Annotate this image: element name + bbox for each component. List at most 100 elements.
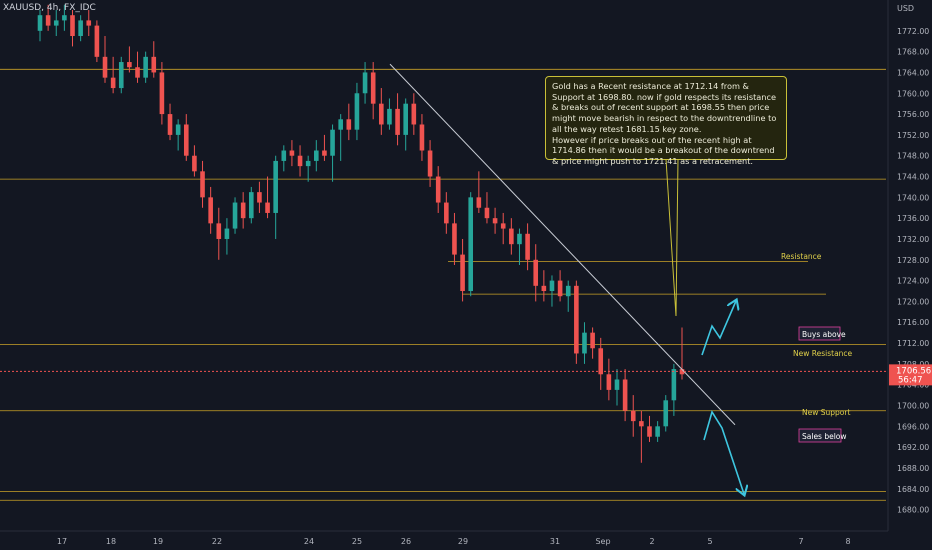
candle[interactable]	[159, 62, 165, 125]
candle[interactable]	[143, 51, 148, 83]
candle[interactable]	[216, 207, 222, 260]
candle[interactable]	[655, 421, 660, 442]
candle[interactable]	[444, 192, 449, 234]
candle[interactable]	[606, 358, 612, 401]
candle[interactable]	[541, 270, 547, 302]
candle[interactable]	[110, 56, 116, 94]
downtrend-line[interactable]	[389, 63, 736, 426]
candle[interactable]	[102, 36, 108, 83]
candle[interactable]	[135, 51, 140, 83]
candle[interactable]	[289, 140, 295, 167]
bearish-projection-arrow[interactable]	[703, 410, 744, 494]
candle[interactable]	[557, 270, 563, 302]
candle[interactable]	[671, 363, 677, 416]
candle[interactable]	[468, 192, 474, 297]
candle[interactable]	[37, 10, 43, 42]
sales-below-badge[interactable]	[798, 428, 842, 443]
candle[interactable]	[45, 4, 51, 31]
candle[interactable]	[248, 186, 254, 224]
candle[interactable]	[411, 93, 417, 135]
candle[interactable]	[257, 181, 262, 213]
candle[interactable]	[622, 369, 628, 422]
candle[interactable]	[314, 140, 319, 172]
candle[interactable]	[232, 197, 238, 234]
candle[interactable]	[419, 114, 425, 161]
candle[interactable]	[379, 88, 384, 135]
candle[interactable]	[330, 124, 335, 182]
candle[interactable]	[167, 103, 173, 141]
candle[interactable]	[53, 10, 59, 37]
candle[interactable]	[151, 41, 157, 78]
candle[interactable]	[387, 98, 392, 130]
price-tag-value: 1706.56	[896, 366, 931, 376]
candle[interactable]	[549, 275, 555, 307]
candle-body	[639, 421, 644, 427]
candle[interactable]	[70, 10, 75, 47]
candle[interactable]	[452, 212, 457, 265]
candle[interactable]	[224, 218, 230, 255]
candle[interactable]	[78, 15, 83, 42]
analysis-callout[interactable]: Gold has a Recent resistance at 1712.14 …	[545, 76, 787, 166]
candle[interactable]	[94, 20, 100, 63]
candle[interactable]	[183, 114, 189, 161]
candle[interactable]	[86, 10, 92, 37]
candle[interactable]	[647, 415, 652, 442]
resistance-label: Resistance	[781, 252, 822, 261]
candle-body	[151, 56, 157, 73]
candle[interactable]	[565, 280, 571, 312]
candle[interactable]	[354, 82, 360, 141]
candle[interactable]	[525, 223, 530, 271]
candle-body	[411, 103, 417, 125]
candle[interactable]	[208, 186, 213, 234]
candle[interactable]	[590, 327, 595, 359]
candle[interactable]	[598, 337, 604, 390]
candle[interactable]	[435, 166, 441, 213]
candle[interactable]	[460, 238, 465, 302]
candle[interactable]	[370, 62, 376, 120]
candle[interactable]	[476, 171, 482, 213]
candle[interactable]	[265, 176, 270, 219]
candle[interactable]	[175, 119, 181, 151]
candle[interactable]	[362, 62, 368, 104]
candle[interactable]	[240, 192, 246, 229]
candle[interactable]	[346, 103, 352, 141]
candle[interactable]	[305, 155, 311, 182]
candle[interactable]	[322, 134, 327, 161]
candle[interactable]	[509, 218, 514, 255]
candle[interactable]	[517, 228, 522, 265]
candle-body	[62, 15, 67, 21]
price-tick-label: 1752.00	[897, 131, 929, 140]
candle[interactable]	[200, 160, 205, 208]
candle-body	[102, 56, 108, 78]
candle[interactable]	[281, 145, 287, 172]
symbol-title[interactable]: XAUUSD, 4h, FX_IDC	[3, 3, 96, 13]
candle[interactable]	[395, 93, 400, 146]
price-tag[interactable]: 1706.56 56:47	[889, 364, 932, 386]
candle[interactable]	[639, 410, 644, 463]
candle[interactable]	[663, 395, 669, 432]
candle-body	[671, 369, 677, 401]
bullish-projection-arrow[interactable]	[701, 301, 736, 356]
candle[interactable]	[533, 244, 539, 302]
candle[interactable]	[192, 145, 197, 177]
candle[interactable]	[297, 145, 303, 177]
candle[interactable]	[574, 280, 579, 364]
candle[interactable]	[614, 369, 620, 406]
candle[interactable]	[127, 46, 132, 73]
candle-body	[143, 56, 148, 78]
candle[interactable]	[492, 207, 498, 234]
time-tick-label: 31	[550, 537, 560, 546]
candle[interactable]	[118, 56, 124, 94]
candle[interactable]	[273, 155, 278, 239]
candle[interactable]	[403, 98, 408, 151]
candle[interactable]	[338, 114, 343, 161]
candle[interactable]	[630, 395, 636, 437]
candle[interactable]	[500, 212, 506, 245]
buys-above-badge[interactable]	[798, 326, 841, 341]
candle-body	[183, 124, 189, 156]
candle[interactable]	[427, 140, 433, 187]
candle[interactable]	[484, 192, 490, 224]
candle[interactable]	[62, 4, 67, 31]
candle[interactable]	[582, 322, 587, 364]
